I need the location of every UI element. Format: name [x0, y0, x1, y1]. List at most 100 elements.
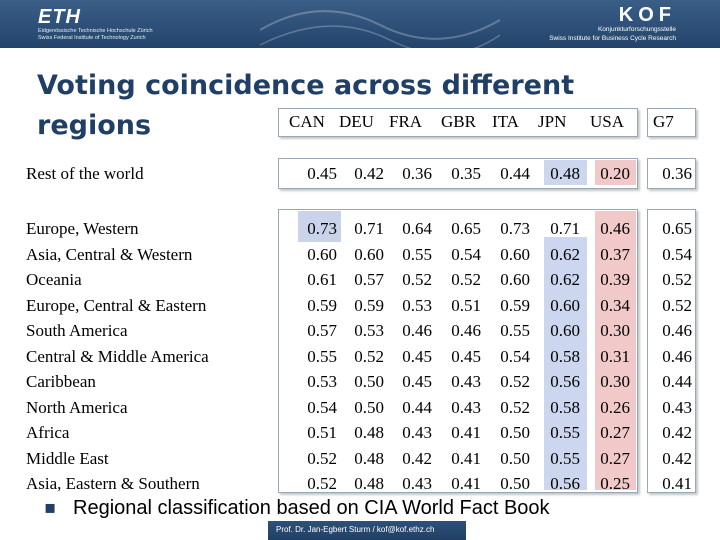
region-label: Europe, Central & Eastern — [26, 295, 207, 315]
table-cell: 0.41 — [451, 423, 481, 442]
table-cell: 0.43 — [402, 474, 432, 493]
table-cell: 0.71 — [354, 219, 384, 238]
region-label: Asia, Eastern & Southern — [26, 474, 200, 493]
table-cell: 0.55 — [550, 423, 580, 442]
region-label: Caribbean — [26, 372, 96, 391]
table-cell: 0.27 — [600, 448, 630, 468]
table-cell: 0.26 — [600, 397, 630, 417]
table-cell: 0.50 — [500, 474, 530, 493]
slide-title-line2: regions — [37, 110, 152, 141]
table-cell: 0.43 — [402, 423, 432, 442]
kof-subtitle-line1: Konjunkturforschungsstelle — [597, 26, 676, 33]
table-cell: 0.46 — [451, 321, 481, 340]
eth-subtitle-line1: Eidgenössische Technische Hochschule Zür… — [38, 28, 153, 34]
table-cell: 0.41 — [451, 448, 481, 468]
usa-rest-highlight — [595, 160, 636, 185]
table-cell: 0.71 — [550, 219, 580, 238]
table-cell-g7: 0.43 — [662, 397, 692, 417]
g7-header-label: G7 — [653, 112, 674, 131]
table-cell: 0.60 — [500, 244, 530, 264]
table-cell: 0.34 — [600, 295, 630, 315]
table-cell: 0.50 — [500, 423, 530, 442]
table-cell: 0.52 — [402, 270, 432, 289]
jpn-rest-highlight — [544, 160, 587, 185]
can-top-highlight — [298, 211, 341, 242]
table-cell: 0.51 — [451, 295, 481, 315]
table-cell: 0.59 — [500, 295, 530, 315]
table-cell: 0.60 — [550, 321, 580, 340]
table-cell: 0.55 — [550, 448, 580, 468]
region-label: South America — [26, 321, 128, 340]
eth-subtitle-line2: Swiss Federal Institute of Technology Zu… — [38, 35, 146, 41]
table-cell-g7: 0.42 — [662, 448, 692, 468]
table-cell: 0.50 — [354, 397, 384, 417]
kof-logo: KOF — [618, 4, 676, 26]
region-label: Middle East — [26, 448, 109, 468]
table-cell: 0.57 — [354, 270, 384, 289]
region-label: Europe, Western — [26, 219, 139, 238]
table-cell: 0.44 — [402, 397, 432, 417]
table-cell: 0.52 — [307, 474, 337, 493]
rest-value-ita: 0.44 — [500, 164, 530, 183]
table-cell: 0.50 — [500, 448, 530, 468]
column-header-gbr: GBR — [441, 112, 476, 131]
table-cell: 0.60 — [354, 244, 384, 264]
rest-value-usa: 0.20 — [600, 164, 630, 183]
table-cell: 0.53 — [307, 372, 337, 391]
region-label: Central & Middle America — [26, 346, 209, 366]
table-cell: 0.27 — [600, 423, 630, 442]
table-cell: 0.58 — [550, 346, 580, 366]
table-cell: 0.45 — [402, 346, 432, 366]
regions-g7-box — [647, 209, 696, 493]
table-cell: 0.52 — [307, 448, 337, 468]
eth-logo: ETH — [38, 6, 81, 28]
table-cell: 0.50 — [354, 372, 384, 391]
rest-value-jpn: 0.48 — [550, 164, 580, 183]
table-cell: 0.59 — [307, 295, 337, 315]
rest-value-gbr: 0.35 — [451, 164, 481, 183]
table-cell: 0.30 — [600, 372, 630, 391]
region-label: Africa — [26, 423, 70, 442]
table-cell: 0.73 — [500, 219, 530, 238]
table-cell-g7: 0.52 — [662, 270, 692, 289]
bullet-text: Regional classification based on CIA Wor… — [73, 497, 550, 519]
region-labels: Europe, Western Asia, Central & Western Oc… — [26, 216, 276, 497]
table-cell: 0.62 — [550, 270, 580, 289]
table-cell: 0.62 — [550, 244, 580, 264]
bullet-marker: ▪ — [44, 497, 57, 518]
table-cell: 0.55 — [500, 321, 530, 340]
banner-wave-decoration — [260, 10, 500, 48]
table-cell: 0.51 — [307, 423, 337, 442]
table-cell: 0.60 — [307, 244, 337, 264]
table-cell-g7: 0.46 — [662, 346, 692, 366]
rest-value-deu: 0.42 — [354, 164, 384, 183]
table-cell: 0.57 — [307, 321, 337, 340]
table-cell: 0.48 — [354, 423, 384, 442]
rest-g7-box — [647, 158, 696, 189]
table-cell: 0.54 — [451, 244, 481, 264]
footer-bar: Prof. Dr. Jan-Egbert Sturm / kof@kof.eth… — [268, 521, 466, 540]
column-header-box — [278, 108, 638, 137]
table-cell: 0.45 — [402, 372, 432, 391]
column-header-usa: USA — [590, 112, 625, 131]
table-cell: 0.52 — [354, 346, 384, 366]
table-cell: 0.41 — [451, 474, 481, 493]
table-cell-g7: 0.46 — [662, 321, 692, 340]
table-cell: 0.25 — [600, 474, 630, 493]
table-cell: 0.52 — [451, 270, 481, 289]
table-cell: 0.58 — [550, 397, 580, 417]
column-header-deu: DEU — [339, 112, 374, 131]
table-cell-g7: 0.54 — [662, 244, 692, 264]
rest-value-g7: 0.36 — [662, 164, 692, 183]
table-cell: 0.56 — [550, 372, 580, 391]
table-cell: 0.59 — [354, 295, 384, 315]
eth-subtitle: Eidgenössische Technische Hochschule Zür… — [38, 28, 153, 42]
slide-title-line1: Voting coincidence across different — [37, 70, 575, 101]
table-cell: 0.60 — [500, 270, 530, 289]
footer-text: Prof. Dr. Jan-Egbert Sturm / kof@kof.eth… — [276, 525, 435, 534]
table-cell: 0.31 — [600, 346, 630, 366]
table-cell: 0.52 — [500, 372, 530, 391]
table-cell: 0.54 — [500, 346, 530, 366]
table-cell: 0.54 — [307, 397, 337, 417]
table-cell: 0.53 — [402, 295, 432, 315]
